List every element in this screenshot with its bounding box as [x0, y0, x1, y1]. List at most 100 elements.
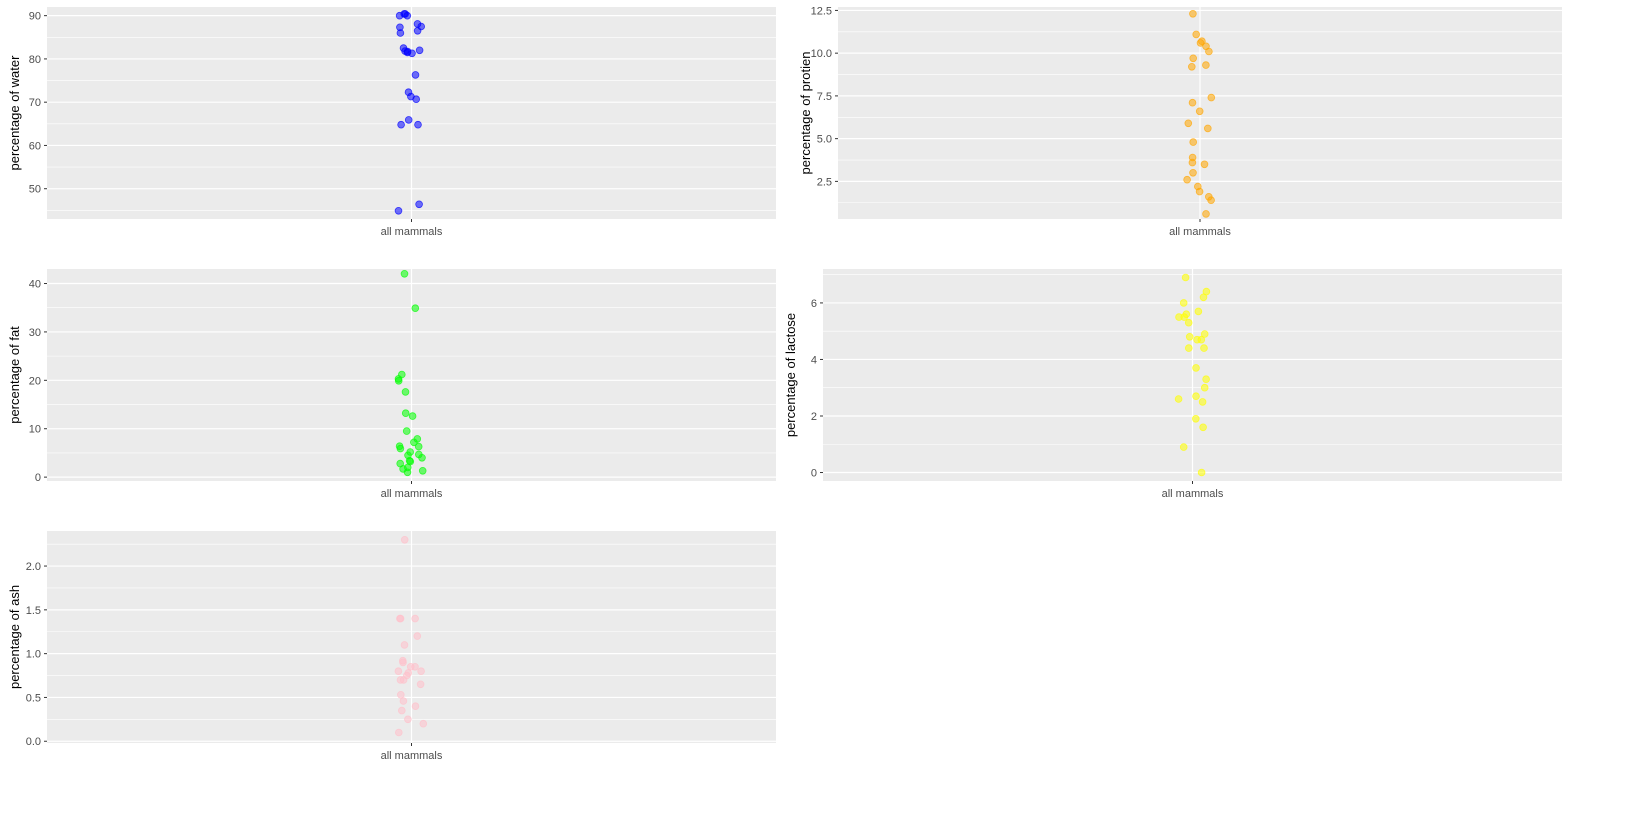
data-point — [401, 409, 410, 418]
data-point — [414, 442, 423, 451]
y-tick-label: 0.5 — [26, 692, 41, 704]
y-axis-title: percentage of ash — [7, 585, 22, 689]
data-point — [397, 706, 406, 715]
y-tick-label: 20 — [29, 375, 41, 387]
data-point — [1198, 398, 1207, 406]
y-tick-label: 30 — [29, 327, 41, 339]
data-point — [1188, 158, 1197, 167]
data-point — [399, 658, 407, 667]
y-tick-label: 1.5 — [26, 605, 41, 617]
data-point — [400, 641, 409, 649]
x-tick-label: all mammals — [1162, 488, 1224, 500]
data-point — [411, 304, 420, 313]
data-point — [400, 535, 409, 544]
data-point — [418, 467, 427, 475]
data-point — [404, 715, 412, 724]
data-point — [408, 49, 416, 58]
y-tick-label: 40 — [29, 279, 41, 291]
data-point — [415, 200, 423, 209]
y-tick-label: 2 — [811, 411, 817, 423]
y-tick-label: 10 — [29, 424, 41, 436]
data-point — [1195, 107, 1204, 116]
data-point — [1199, 423, 1207, 432]
data-point — [1200, 383, 1209, 392]
data-point — [1202, 210, 1210, 218]
data-point — [395, 11, 404, 20]
y-tick-label: 7.5 — [817, 91, 832, 103]
data-point — [413, 26, 422, 35]
data-point — [413, 632, 422, 640]
data-point — [1207, 93, 1216, 102]
x-tick-label: all mammals — [381, 226, 443, 238]
y-tick-label: 1.0 — [26, 649, 41, 661]
data-point — [1192, 364, 1200, 372]
data-point — [1179, 443, 1188, 451]
data-point — [1197, 468, 1206, 477]
data-point — [1202, 375, 1210, 383]
data-point — [1180, 313, 1189, 321]
data-point — [1185, 332, 1194, 341]
data-point — [1193, 335, 1201, 344]
data-point — [403, 468, 412, 477]
y-tick-label: 10.0 — [811, 48, 832, 60]
data-point — [1184, 318, 1193, 327]
data-point — [408, 412, 417, 420]
y-axis-title: percentage of protien — [798, 52, 813, 175]
data-point — [1183, 175, 1191, 184]
data-point — [394, 377, 403, 385]
data-point — [396, 444, 405, 453]
data-point — [415, 46, 424, 55]
ash-panel: 0.0 0.5 1.0 1.5 2.0 all mammals percentage of … — [0, 531, 823, 825]
data-point — [1184, 119, 1193, 128]
data-point — [410, 438, 418, 447]
data-point — [404, 116, 413, 124]
data-point — [1199, 293, 1208, 302]
data-point — [411, 614, 419, 623]
data-point — [417, 667, 425, 675]
y-tick-label: 0 — [811, 468, 817, 480]
y-axis-title: percentage of fat — [7, 326, 22, 424]
protein-chart: 2.5 5.0 7.5 10.0 12.5 all mammals percentage o… — [798, 5, 1562, 238]
data-point — [1207, 196, 1215, 205]
data-point — [1191, 415, 1200, 423]
data-point — [1188, 98, 1197, 107]
data-point — [401, 388, 410, 396]
y-axis-title: percentage of lactose — [783, 313, 798, 437]
y-tick-label: 70 — [29, 97, 41, 109]
data-point — [394, 667, 403, 675]
data-point — [396, 29, 405, 37]
y-tick-label: 12.5 — [811, 5, 832, 17]
data-point — [416, 680, 425, 689]
data-point — [1189, 54, 1198, 63]
data-point — [1174, 395, 1183, 403]
data-point — [403, 11, 412, 20]
data-point — [397, 120, 405, 129]
lactose-panel: 0 2 4 6 all mammals percentage of lactose — [783, 269, 1646, 550]
y-tick-label: 0.0 — [26, 736, 41, 748]
data-point — [419, 719, 428, 728]
data-point — [394, 728, 403, 737]
y-axis-title: percentage of water — [7, 55, 22, 171]
y-tick-label: 2.5 — [817, 176, 832, 188]
fat-panel: 0 10 20 30 40 all mammals percentage of fat — [0, 269, 823, 550]
data-point — [1181, 273, 1190, 282]
data-point — [411, 71, 420, 79]
data-point — [1202, 61, 1210, 69]
data-point — [1194, 307, 1203, 316]
y-tick-label: 4 — [811, 354, 817, 366]
data-point — [1192, 392, 1200, 400]
data-point — [1189, 169, 1197, 177]
data-point — [1187, 63, 1196, 71]
data-point — [1200, 330, 1209, 338]
y-tick-label: 6 — [811, 298, 817, 310]
data-point — [1184, 344, 1193, 352]
x-tick-label: all mammals — [381, 750, 443, 762]
lactose-chart: 0 2 4 6 all mammals percentage of lactose — [783, 269, 1562, 500]
data-point — [418, 454, 426, 462]
data-point — [402, 427, 411, 435]
ash-chart: 0.0 0.5 1.0 1.5 2.0 all mammals percentage of … — [7, 531, 776, 762]
data-point — [1203, 124, 1212, 133]
data-point — [411, 663, 419, 671]
y-tick-label: 90 — [29, 11, 41, 23]
